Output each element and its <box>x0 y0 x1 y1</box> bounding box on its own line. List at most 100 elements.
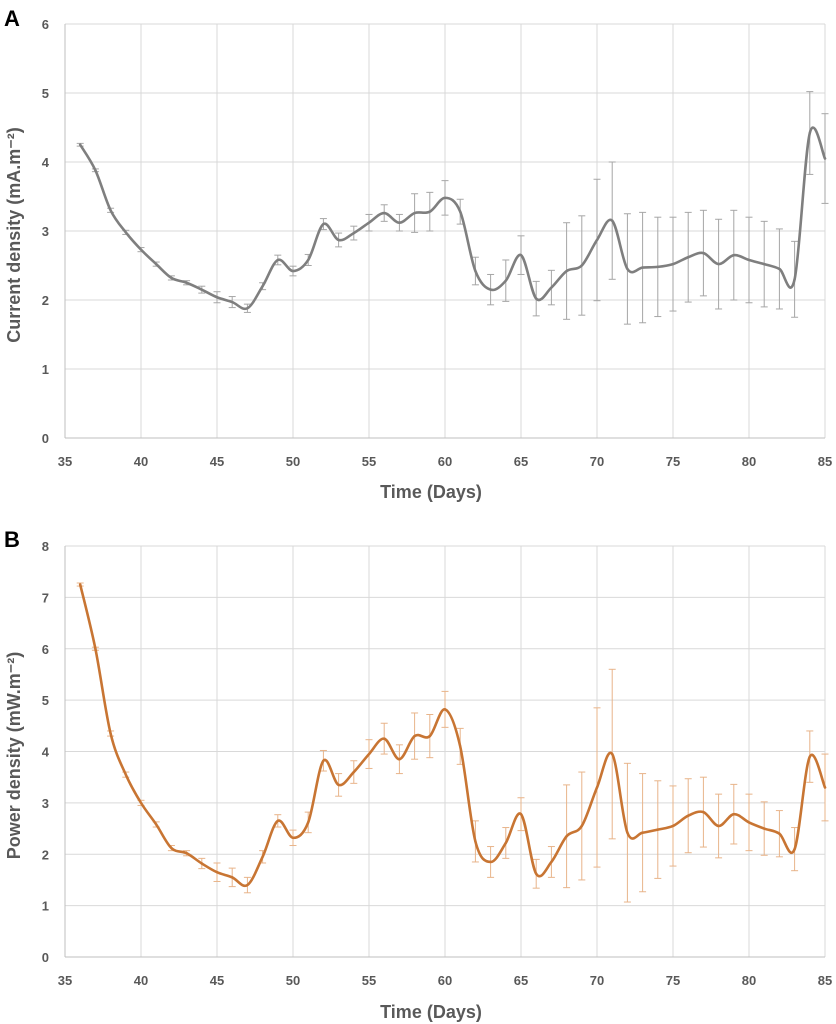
data-point <box>732 812 735 816</box>
data-point <box>580 824 583 828</box>
x-tick-label: 60 <box>438 973 452 988</box>
x-tick-label: 60 <box>438 454 452 469</box>
y-tick-label: 7 <box>42 590 49 605</box>
data-point <box>200 288 203 291</box>
data-point <box>778 267 781 271</box>
data-point <box>276 258 279 262</box>
data-point <box>763 827 766 830</box>
x-tick-label: 85 <box>818 454 832 469</box>
data-point <box>702 810 705 814</box>
x-tick-label: 85 <box>818 973 832 988</box>
data-point <box>519 812 523 816</box>
data-point <box>443 708 447 711</box>
data-point <box>732 253 735 257</box>
x-tick-label: 35 <box>58 454 72 469</box>
data-point <box>124 231 128 234</box>
y-tick-label: 0 <box>42 950 49 965</box>
data-point <box>109 732 112 735</box>
data-point <box>747 258 751 262</box>
x-tick-label: 55 <box>362 973 376 988</box>
data-point <box>671 262 675 266</box>
x-tick-label: 75 <box>666 973 680 988</box>
data-point <box>504 279 507 282</box>
data-point <box>231 300 234 304</box>
data-point <box>367 752 371 756</box>
data-point <box>443 196 447 200</box>
data-point <box>231 876 234 879</box>
x-axis-title: Time (Days) <box>380 482 482 502</box>
x-tick-label: 45 <box>210 973 224 988</box>
data-point <box>124 773 128 776</box>
data-point <box>595 238 599 242</box>
data-point <box>656 828 659 831</box>
data-point <box>474 269 477 273</box>
data-point <box>170 846 173 850</box>
data-point <box>808 131 811 135</box>
data-point <box>215 871 219 874</box>
x-tick-label: 55 <box>362 454 376 469</box>
data-point <box>565 835 568 838</box>
x-tick-label: 50 <box>286 973 300 988</box>
data-point <box>139 801 143 805</box>
data-point <box>337 783 340 787</box>
data-point <box>474 840 477 843</box>
data-point <box>550 286 553 289</box>
data-point <box>352 231 355 235</box>
data-point <box>717 262 720 266</box>
data-point <box>459 745 462 748</box>
data-point <box>595 786 599 789</box>
data-point <box>626 267 629 271</box>
data-point <box>489 860 492 864</box>
data-point <box>793 278 796 281</box>
data-point <box>276 819 279 823</box>
data-point <box>808 755 811 758</box>
data-point <box>79 583 82 586</box>
data-point <box>246 307 249 310</box>
data-point <box>641 266 644 269</box>
data-point <box>215 296 219 299</box>
data-point <box>185 281 188 284</box>
data-point <box>246 883 249 887</box>
data-point <box>139 248 143 251</box>
data-point <box>428 210 431 213</box>
data-point <box>200 862 203 865</box>
data-point <box>352 770 355 774</box>
y-tick-label: 4 <box>42 155 50 170</box>
y-tick-label: 3 <box>42 224 49 239</box>
y-tick-label: 6 <box>42 17 49 32</box>
data-point <box>398 221 401 224</box>
data-point <box>307 821 310 824</box>
data-point <box>611 752 614 756</box>
data-point <box>763 262 766 266</box>
data-point <box>307 258 310 262</box>
data-point <box>823 157 827 160</box>
data-point <box>717 824 720 828</box>
data-point <box>413 734 416 738</box>
data-point <box>291 836 295 840</box>
data-point <box>185 852 188 855</box>
data-point <box>79 143 82 146</box>
data-point <box>383 211 386 215</box>
x-tick-label: 65 <box>514 973 528 988</box>
data-point <box>94 169 97 172</box>
series-line <box>78 126 827 311</box>
data-point <box>611 219 614 222</box>
data-point <box>261 285 264 288</box>
x-tick-label: 70 <box>590 454 604 469</box>
x-tick-label: 75 <box>666 454 680 469</box>
data-point <box>459 210 462 213</box>
data-point <box>398 758 401 761</box>
data-point <box>641 831 644 834</box>
data-point <box>702 251 705 255</box>
data-point <box>580 264 583 267</box>
data-point <box>155 823 158 826</box>
y-axis-title: Power density (mW.m⁻²) <box>4 652 24 860</box>
data-point <box>778 832 781 835</box>
data-point <box>535 297 538 300</box>
data-point <box>383 737 386 740</box>
panel-letter: A <box>4 6 20 31</box>
data-point <box>261 855 264 859</box>
y-tick-label: 5 <box>42 86 49 101</box>
y-tick-label: 6 <box>42 642 49 657</box>
data-point <box>671 824 675 828</box>
